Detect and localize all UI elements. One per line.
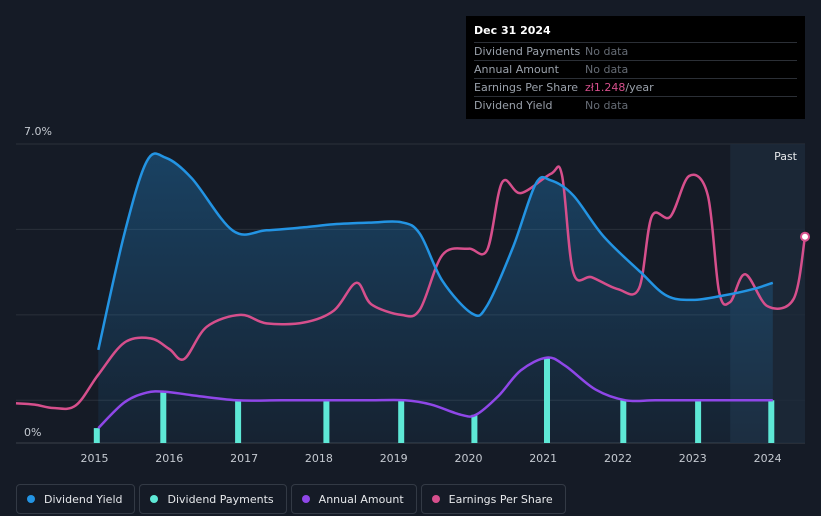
legend-dot-icon	[150, 495, 159, 503]
eps-value: zł1.248	[585, 81, 626, 94]
dividend-yield-area	[98, 153, 773, 443]
dividend-payment-bar[interactable]	[398, 400, 405, 443]
dividend-payment-bar[interactable]	[93, 428, 100, 443]
legend-label: Annual Amount	[318, 492, 404, 506]
dividend-payment-bar[interactable]	[323, 400, 330, 443]
eps-unit: /year	[625, 81, 654, 94]
tooltip-value: No data	[585, 63, 629, 76]
tooltip-label: Annual Amount	[474, 63, 559, 76]
x-tick-label: 2016	[155, 452, 183, 465]
earnings-per-share-line	[15, 165, 807, 411]
legend-label: Dividend Payments	[167, 492, 274, 506]
dividend-payment-bar[interactable]	[768, 400, 775, 443]
x-tick-label: 2017	[230, 452, 258, 465]
legend-earnings-per-share[interactable]: Earnings Per Share	[420, 484, 566, 514]
legend-dot-icon	[431, 495, 440, 503]
tooltip-value: No data	[585, 99, 629, 112]
x-tick-label: 2019	[380, 452, 408, 465]
x-tick-label: 2021	[529, 452, 557, 465]
dividend-payment-bar[interactable]	[695, 400, 702, 443]
x-axis-ticks: 2015 2016 2017 2018 2019 2020 2021 2022 2023 2024	[81, 452, 782, 465]
tooltip-label: Dividend Payments	[474, 45, 581, 58]
legend-annual-amount[interactable]: Annual Amount	[290, 484, 417, 514]
tooltip-row-annual-amount: Annual Amount No data	[474, 60, 797, 78]
dividend-payment-bar[interactable]	[235, 400, 242, 443]
x-tick-label: 2024	[754, 452, 782, 465]
x-tick-label: 2015	[81, 452, 109, 465]
x-tick-label: 2022	[604, 452, 632, 465]
tooltip-label: Dividend Yield	[474, 99, 553, 112]
dividend-payment-bar[interactable]	[620, 400, 627, 443]
tooltip-label: Earnings Per Share	[474, 81, 579, 94]
x-tick-label: 2020	[455, 452, 483, 465]
past-label: Past	[774, 150, 798, 163]
tooltip-row-dividend-yield: Dividend Yield No data	[474, 96, 797, 114]
x-tick-label: 2023	[679, 452, 707, 465]
y-tick-bottom: 0%	[24, 426, 41, 439]
dividend-payment-bars	[93, 357, 775, 443]
chart-legend: Dividend Yield Dividend Payments Annual …	[16, 484, 566, 514]
tooltip-row-earnings-per-share: Earnings Per Share zł1.248/year	[474, 78, 797, 96]
eps-end-marker[interactable]	[800, 231, 810, 242]
dividend-payment-bar[interactable]	[160, 391, 167, 443]
legend-dividend-payments[interactable]: Dividend Payments	[139, 484, 287, 514]
tooltip-date: Dec 31 2024	[474, 24, 551, 37]
tooltip-panel: Dec 31 2024 Dividend Payments No data An…	[466, 16, 805, 119]
y-tick-top: 7.0%	[24, 125, 52, 138]
tooltip-row-dividend-payments: Dividend Payments No data	[474, 42, 797, 60]
tooltip-value: zł1.248/year	[585, 81, 654, 94]
legend-dot-icon	[27, 495, 35, 503]
legend-dot-icon	[301, 495, 310, 503]
legend-label: Dividend Yield	[44, 492, 123, 506]
dividend-yield-line	[97, 152, 774, 351]
annual-amount-line	[97, 356, 773, 429]
legend-dividend-yield[interactable]: Dividend Yield	[16, 484, 136, 514]
legend-label: Earnings Per Share	[448, 492, 553, 506]
x-tick-label: 2018	[305, 452, 333, 465]
dividend-payment-bar[interactable]	[544, 357, 550, 443]
tooltip-value: No data	[585, 45, 629, 58]
dividend-payment-bar[interactable]	[471, 414, 478, 443]
